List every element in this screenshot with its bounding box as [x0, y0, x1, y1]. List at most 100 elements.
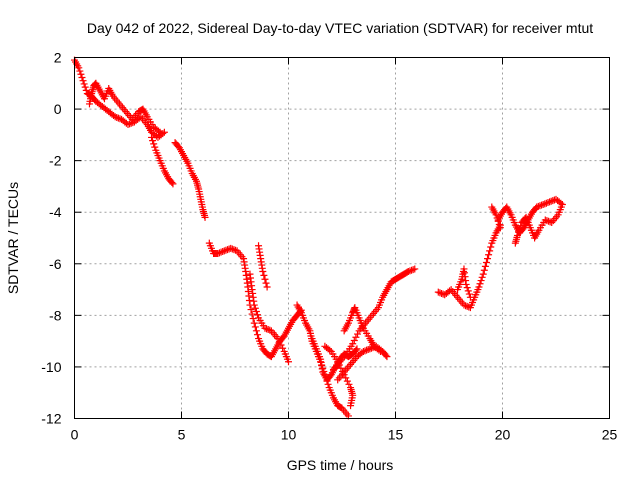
- x-tick-label: 25: [602, 427, 618, 443]
- data-point-marker: [262, 279, 270, 287]
- data-point-marker: [264, 326, 272, 334]
- data-point-marker: [349, 340, 357, 348]
- data-point-marker: [480, 266, 488, 274]
- data-series-track-c: [148, 133, 177, 188]
- data-point-marker: [463, 284, 471, 292]
- data-point-marker: [261, 275, 269, 283]
- data-point-marker: [156, 128, 164, 136]
- data-point-marker: [353, 345, 361, 353]
- data-point-marker: [460, 301, 468, 309]
- data-point-marker: [168, 179, 176, 187]
- data-point-marker: [251, 323, 259, 331]
- data-point-marker: [496, 224, 504, 232]
- data-point-marker: [352, 346, 360, 354]
- data-point-marker: [260, 271, 268, 279]
- data-point-marker: [492, 211, 500, 219]
- data-series-track-g: [255, 242, 271, 291]
- data-point-marker: [536, 202, 544, 210]
- data-point-marker: [354, 330, 362, 338]
- data-series-track-k: [329, 286, 391, 374]
- data-point-marker: [76, 67, 84, 75]
- data-point-marker: [550, 196, 558, 204]
- data-point-marker: [493, 214, 501, 222]
- data-point-marker: [222, 246, 230, 254]
- y-tick-label: -8: [49, 307, 62, 323]
- data-point-marker: [479, 270, 487, 278]
- data-point-marker: [342, 374, 350, 382]
- data-point-marker: [548, 219, 556, 227]
- data-point-marker: [485, 251, 493, 259]
- data-point-marker: [486, 247, 494, 255]
- data-point-marker: [436, 289, 444, 297]
- data-point-marker: [124, 121, 132, 129]
- data-point-marker: [375, 346, 383, 354]
- data-point-marker: [464, 287, 472, 295]
- data-point-marker: [482, 258, 490, 266]
- data-point-marker: [547, 197, 555, 205]
- data-point-marker: [151, 143, 159, 151]
- data-series-track-p: [454, 265, 474, 301]
- data-series-track-r: [488, 203, 504, 232]
- data-point-marker: [546, 218, 554, 226]
- data-point-marker: [364, 346, 372, 354]
- data-point-marker: [81, 83, 89, 91]
- data-point-marker: [494, 217, 502, 225]
- data-point-marker: [228, 245, 236, 253]
- data-point-marker: [82, 86, 90, 94]
- data-series-track-i: [308, 335, 361, 384]
- data-point-marker: [263, 325, 271, 333]
- x-tick-label: 15: [388, 427, 404, 443]
- data-point-marker: [408, 266, 416, 274]
- data-point-marker: [533, 203, 541, 211]
- data-point-marker: [277, 341, 285, 349]
- data-point-marker: [248, 310, 256, 318]
- data-point-marker: [538, 201, 546, 209]
- data-point-marker: [275, 338, 283, 346]
- y-tick-label: -2: [49, 153, 62, 169]
- data-series-track-q: [494, 195, 566, 247]
- plot-area-border: [74, 57, 610, 419]
- data-point-marker: [475, 283, 483, 291]
- data-point-marker: [214, 249, 222, 257]
- data-point-marker: [253, 311, 261, 319]
- data-point-marker: [114, 114, 122, 122]
- y-axis-label: SDTVAR / TECUs: [5, 182, 21, 294]
- data-point-marker: [251, 304, 259, 312]
- data-point-marker: [539, 200, 547, 208]
- y-tick-label: 2: [54, 50, 62, 66]
- data-point-marker: [279, 344, 287, 352]
- data-point-marker: [463, 302, 471, 310]
- y-tick-label: -4: [49, 204, 62, 220]
- data-point-marker: [111, 113, 119, 121]
- data-point-marker: [347, 402, 355, 410]
- data-series-track-o: [434, 221, 504, 312]
- data-point-marker: [434, 288, 442, 296]
- data-point-marker: [377, 347, 385, 355]
- data-point-marker: [75, 64, 83, 72]
- data-point-marker: [252, 327, 260, 335]
- data-series-track-n: [383, 265, 419, 294]
- data-point-marker: [462, 302, 470, 310]
- data-point-marker: [534, 202, 542, 210]
- data-point-marker: [363, 346, 371, 354]
- data-point-marker: [541, 200, 549, 208]
- data-point-marker: [227, 244, 235, 252]
- data-point-marker: [366, 345, 374, 353]
- data-point-marker: [217, 248, 225, 256]
- y-tick-label: -6: [49, 256, 62, 272]
- data-point-marker: [466, 293, 474, 301]
- data-point-marker: [113, 113, 121, 121]
- data-point-marker: [382, 351, 390, 359]
- x-tick-label: 20: [495, 427, 511, 443]
- data-point-marker: [462, 280, 470, 288]
- data-series-track-m: [340, 304, 385, 355]
- data-point-marker: [150, 140, 158, 148]
- data-point-marker: [352, 333, 360, 341]
- data-point-marker: [148, 133, 156, 141]
- y-tick-label: -12: [41, 411, 61, 427]
- data-point-marker: [484, 255, 492, 263]
- data-point-marker: [220, 247, 228, 255]
- x-axis-label: GPS time / hours: [287, 457, 394, 473]
- data-point-marker: [343, 377, 351, 385]
